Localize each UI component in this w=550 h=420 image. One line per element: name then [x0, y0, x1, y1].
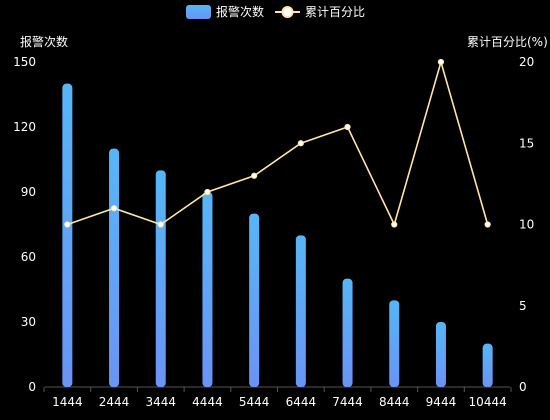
- line-point[interactable]: [157, 221, 164, 228]
- legend-label-line: 累计百分比: [305, 5, 365, 19]
- bar[interactable]: [435, 322, 446, 387]
- legend-item-bar-series[interactable]: 报警次数: [186, 4, 264, 19]
- x-tick-label: 4444: [192, 395, 223, 409]
- bar[interactable]: [109, 148, 120, 387]
- bar[interactable]: [202, 192, 213, 387]
- y-right-axis: 0 5 10 15 20: [519, 55, 534, 394]
- legend-item-line-series[interactable]: 累计百分比: [275, 5, 365, 19]
- y-left-tick-label: 120: [13, 120, 36, 134]
- line-point[interactable]: [484, 221, 491, 228]
- bar[interactable]: [482, 343, 493, 387]
- bar[interactable]: [155, 170, 166, 387]
- line-point[interactable]: [391, 221, 398, 228]
- legend-marker-line: [281, 6, 294, 18]
- legend-label-bar: 报警次数: [216, 4, 264, 19]
- bar[interactable]: [342, 278, 353, 387]
- y-right-tick-label: 5: [519, 299, 527, 313]
- y-left-tick-label: 150: [13, 55, 36, 69]
- x-tick-label: 8444: [379, 395, 410, 409]
- line-series: [64, 58, 491, 228]
- y-right-tick-label: 10: [519, 218, 534, 232]
- x-tick-label: 10444: [469, 395, 507, 409]
- line-point[interactable]: [64, 221, 71, 228]
- y-left-axis: 0 30 60 90 120 150: [13, 55, 36, 394]
- y-right-tick-label: 15: [519, 136, 534, 150]
- y-right-tick-label: 20: [519, 55, 534, 69]
- bar[interactable]: [249, 213, 260, 387]
- y-left-tick-label: 0: [28, 380, 36, 394]
- line-point[interactable]: [251, 172, 258, 179]
- legend[interactable]: 报警次数 累计百分比: [186, 4, 365, 19]
- line-point[interactable]: [344, 123, 351, 131]
- line-point[interactable]: [110, 205, 118, 212]
- line-point[interactable]: [437, 58, 445, 66]
- bar-series: [62, 83, 493, 388]
- x-tick-label: 1444: [52, 395, 83, 409]
- bar[interactable]: [295, 235, 306, 387]
- y-right-tick-label: 0: [519, 380, 527, 394]
- y-left-tick-label: 60: [21, 250, 36, 264]
- x-tick-label: 6444: [286, 395, 317, 409]
- line-point[interactable]: [297, 140, 304, 147]
- y-right-axis-name: 累计百分比(%): [467, 35, 548, 49]
- x-tick-label: 5444: [239, 395, 270, 409]
- line-point[interactable]: [204, 188, 211, 196]
- y-left-axis-name: 报警次数: [20, 34, 68, 49]
- y-left-tick-label: 30: [21, 315, 36, 329]
- bar[interactable]: [389, 300, 400, 387]
- line-path: [67, 59, 489, 227]
- y-left-tick-label: 90: [21, 185, 36, 199]
- x-tick-label: 3444: [145, 395, 176, 409]
- x-tick-label: 2444: [99, 395, 130, 409]
- bar[interactable]: [62, 83, 73, 388]
- legend-swatch-bar: [186, 5, 211, 19]
- x-axis: 1444 2444 3444 4444 5444 6444 7444 8444 9444 1044…: [43, 387, 512, 409]
- x-tick-label: 9444: [426, 395, 457, 409]
- x-tick-label: 7444: [332, 395, 363, 409]
